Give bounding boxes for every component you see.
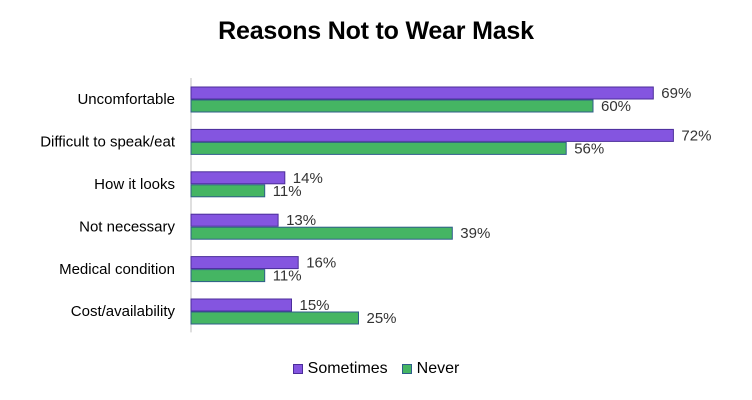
category-label-cost-availability: Cost/availability [71,303,176,320]
data-label-never-cost-availability: 25% [367,310,397,327]
category-label-difficult-to-speak-eat: Difficult to speak/eat [40,134,176,151]
bar-never-how-it-looks [190,184,266,198]
data-label-sometimes-not-necessary: 13% [286,212,316,229]
bar-sometimes-not-necessary [190,213,279,227]
bar-sometimes-medical-condition [190,256,299,270]
data-label-sometimes-uncomfortable: 69% [661,85,691,102]
data-label-never-uncomfortable: 60% [601,98,631,115]
bar-sometimes-how-it-looks [190,171,286,185]
bar-sometimes-cost-availability [190,298,292,312]
bar-never-difficult-to-speak-eat [190,141,567,155]
data-label-never-how-it-looks: 11% [273,183,302,200]
legend-swatch-sometimes [292,364,303,374]
data-label-sometimes-how-it-looks: 14% [293,170,323,187]
data-label-never-difficult-to-speak-eat: 56% [574,140,604,157]
legend-swatch-never [401,364,412,374]
legend-item-sometimes: Sometimes [292,360,388,378]
bar-never-cost-availability [190,311,359,325]
legend: Sometimes Never [0,360,752,378]
data-label-never-medical-condition: 11% [273,268,302,285]
data-label-sometimes-difficult-to-speak-eat: 72% [681,127,711,144]
bar-never-medical-condition [190,269,266,283]
data-label-sometimes-cost-availability: 15% [300,297,330,314]
bar-never-not-necessary [190,226,453,240]
category-label-uncomfortable: Uncomfortable [77,91,175,108]
bar-sometimes-difficult-to-speak-eat [190,128,674,142]
bar-never-uncomfortable [190,99,594,113]
legend-label-never: Never [416,360,460,377]
data-label-sometimes-medical-condition: 16% [306,255,336,272]
category-label-not-necessary: Not necessary [79,218,175,235]
bar-sometimes-uncomfortable [190,86,654,100]
chart-title: Reasons Not to Wear Mask [218,17,534,45]
category-label-medical-condition: Medical condition [59,261,175,278]
legend-item-never: Never [401,360,460,378]
legend-label-sometimes: Sometimes [307,360,388,377]
data-label-never-not-necessary: 39% [460,225,490,242]
category-label-how-it-looks: How it looks [94,176,175,193]
